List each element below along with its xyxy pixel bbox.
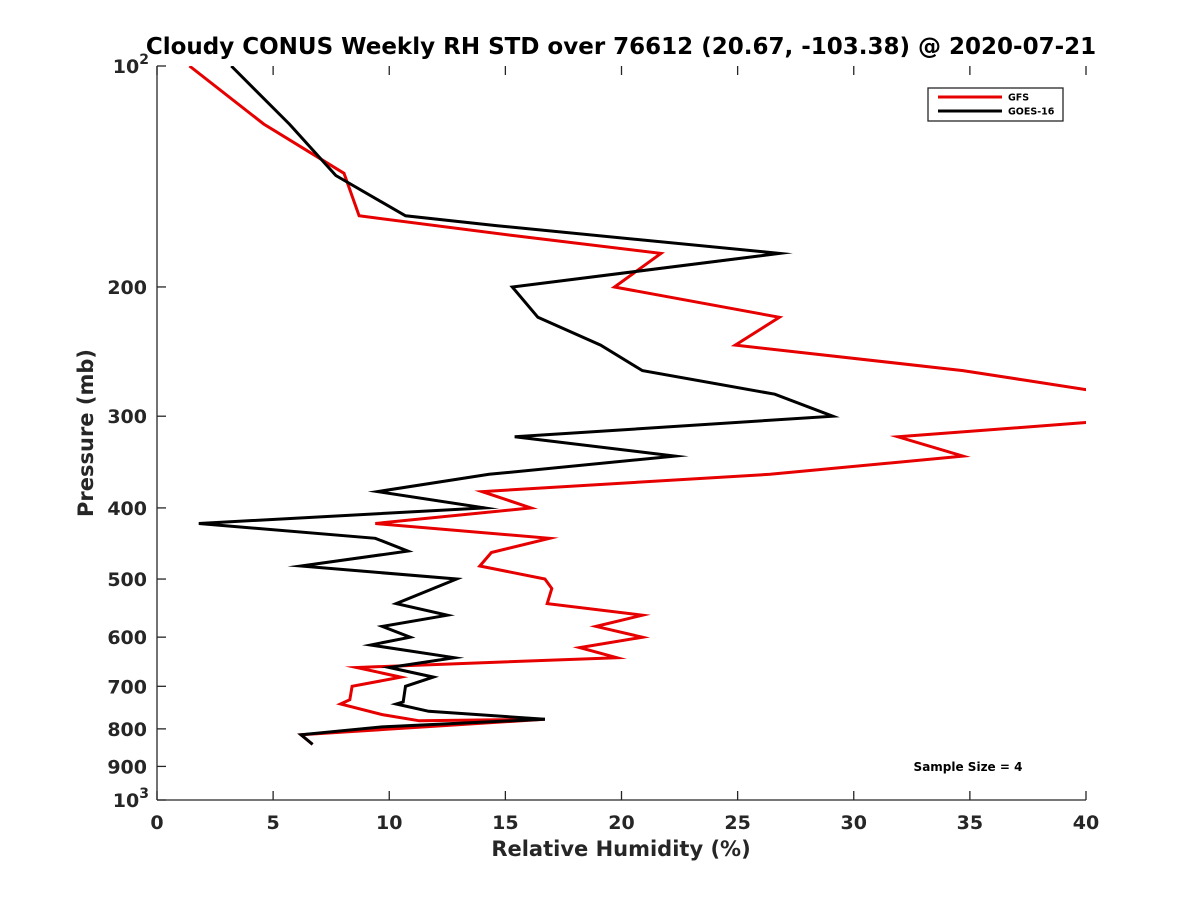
y-ticks: 102 200 300 400 500 600 700 800 900 103 [107,52,166,812]
x-axis-label: Relative Humidity (%) [491,837,750,861]
x-tick-label: 35 [957,812,983,834]
x-tick-label: 15 [492,812,518,834]
series-line-goes16 [198,66,840,746]
y-tick-label: 900 [107,756,147,778]
x-tick-label: 30 [841,812,867,834]
chart-title: Cloudy CONUS Weekly RH STD over 76612 (2… [146,34,1096,60]
y-tick-label: 700 [107,676,147,698]
y-axis-label: Pressure (mb) [74,349,98,517]
x-ticks: 0 5 10 15 20 25 30 35 40 [150,66,1099,834]
y-tick-label: 103 [113,786,149,812]
y-tick-label: 300 [107,406,147,428]
y-tick-label: 200 [107,277,147,299]
y-tick-label: 500 [107,569,147,591]
x-tick-label: 5 [267,812,280,834]
y-tick-label: 600 [107,627,147,649]
series-line-gfs [188,66,1086,746]
y-tick-label: 102 [113,52,149,78]
x-tick-label: 40 [1073,812,1099,834]
series-layer [188,66,1086,746]
legend-label-gfs: GFS [1008,93,1029,104]
legend-box [927,87,1064,122]
legend-label-goes16: GOES-16 [1008,107,1055,118]
x-tick-label: 10 [376,812,402,834]
y-tick-label: 800 [107,719,147,741]
x-tick-label: 20 [608,812,634,834]
x-tick-label: 0 [150,812,163,834]
y-tick-label: 400 [107,498,147,520]
legend: GFS GOES-16 [927,87,1064,122]
x-tick-label: 25 [724,812,750,834]
sample-size-annotation: Sample Size = 4 [914,760,1023,774]
